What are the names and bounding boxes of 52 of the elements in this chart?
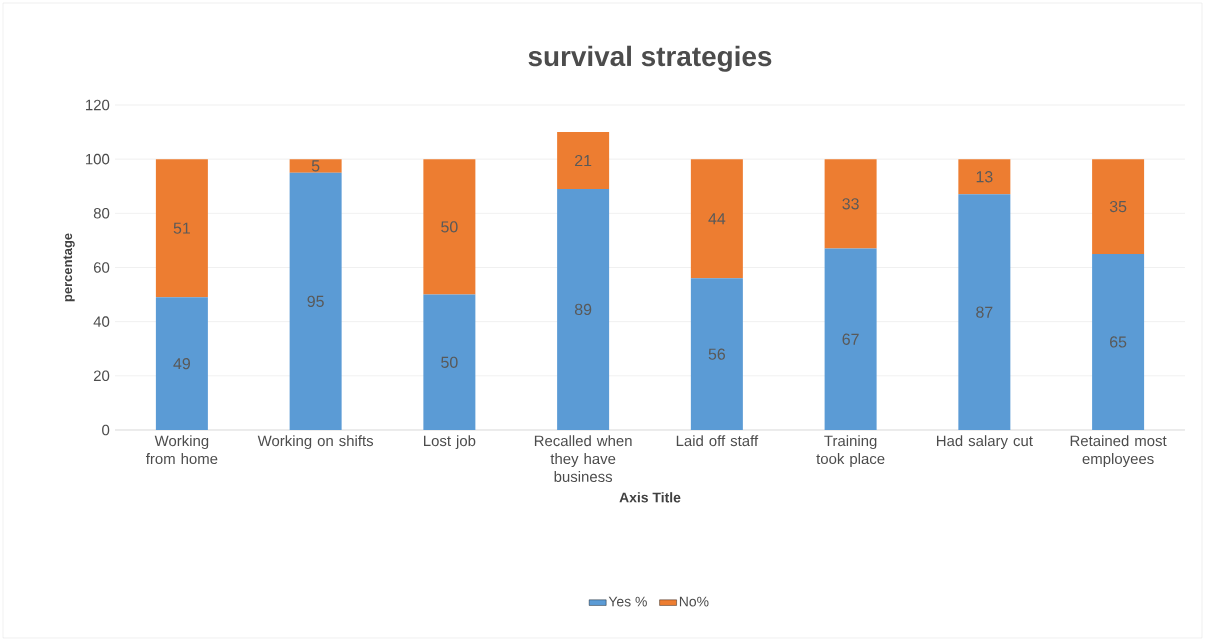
data-label: 56 xyxy=(708,348,726,360)
x-tick-label: Training took place xyxy=(816,435,885,468)
data-label: 21 xyxy=(575,154,592,167)
bar xyxy=(557,188,610,430)
data-label: 89 xyxy=(574,303,592,316)
y-tick-label: 100 xyxy=(86,153,110,165)
legend-label: No% xyxy=(679,596,709,607)
data-label: 87 xyxy=(976,306,993,318)
bar xyxy=(824,159,877,249)
data-label: 50 xyxy=(441,221,458,233)
x-tick-label: Recalled when they have business xyxy=(534,435,632,482)
data-label: 95 xyxy=(307,295,324,307)
x-tick-label: Working on shifts xyxy=(257,435,374,450)
bar xyxy=(690,278,743,430)
bar xyxy=(690,159,743,279)
y-axis-title: percentage xyxy=(63,233,75,302)
x-tick-label: Lost job xyxy=(424,435,476,450)
bar xyxy=(1092,159,1145,254)
data-label: 51 xyxy=(173,222,190,234)
data-label: 49 xyxy=(173,357,190,370)
x-tick-label: Retained most employees xyxy=(1070,435,1167,468)
x-axis-title: Axis Title xyxy=(619,492,681,503)
bar xyxy=(423,294,476,430)
bar xyxy=(155,297,208,430)
data-label: 35 xyxy=(1109,200,1127,213)
bar xyxy=(155,159,208,298)
data-label: 5 xyxy=(311,160,320,172)
bar xyxy=(423,159,476,295)
x-tick-label: Laid off staff xyxy=(676,435,759,447)
data-label: 44 xyxy=(708,213,726,225)
bar xyxy=(289,172,342,430)
y-tick-label: 20 xyxy=(93,370,110,382)
bar xyxy=(289,159,342,173)
chart-title: survival strategies xyxy=(528,45,772,72)
x-tick-label: Working from home xyxy=(145,435,218,465)
x-tick-label: Had salary cut xyxy=(936,435,1033,450)
data-label: 50 xyxy=(441,356,458,368)
y-tick-label: 80 xyxy=(93,208,110,219)
legend-label: Yes % xyxy=(608,596,647,607)
data-label: 65 xyxy=(1110,336,1127,348)
bar xyxy=(958,194,1011,430)
y-tick-label: 0 xyxy=(102,424,110,436)
y-tick-label: 40 xyxy=(93,316,110,327)
y-tick-label: 60 xyxy=(93,262,110,273)
bar xyxy=(1092,253,1145,430)
data-label: 33 xyxy=(842,198,859,210)
bar xyxy=(557,132,610,189)
data-label: 13 xyxy=(976,171,993,183)
bar xyxy=(824,248,877,430)
bar xyxy=(958,159,1011,195)
data-label: 67 xyxy=(842,333,859,345)
y-tick-label: 120 xyxy=(86,99,110,111)
